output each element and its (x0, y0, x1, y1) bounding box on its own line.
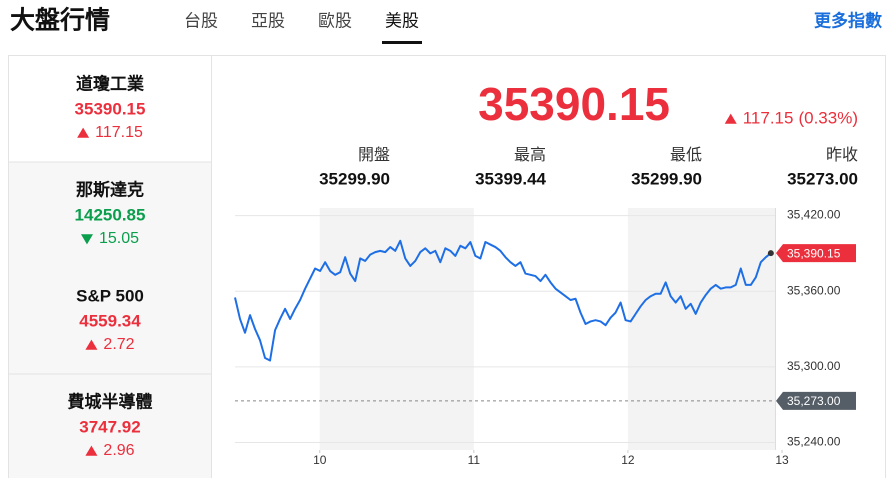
arrow-up (724, 113, 737, 124)
last-value-label-box (776, 244, 856, 263)
index-item[interactable] (9, 374, 211, 478)
y-tick-label: 35,420.00 (787, 208, 841, 222)
shaded-band (319, 208, 474, 450)
tab[interactable]: 亞股 (251, 11, 285, 30)
quote: 35390.15 (0.33%)117.15 開盤 35299.90 最高 35399.4… (319, 78, 858, 188)
stat-label: 最低 (670, 146, 702, 164)
arrow-down (80, 234, 93, 245)
chart: 35,240.00 35,300.00 35,360.00 35,420.00 10 11… (234, 208, 856, 467)
panel (8, 55, 886, 478)
price-line (234, 239, 772, 362)
shaded-band (627, 208, 775, 450)
y-tick-label: 35,300.00 (787, 359, 841, 373)
stat-value: 35299.90 (631, 169, 702, 188)
more-link[interactable]: 更多指數 (814, 10, 882, 30)
index-name: 費城半導體 (68, 391, 153, 411)
x-tick-label: 10 (313, 453, 327, 467)
y-tick-label: 35,240.00 (787, 435, 841, 449)
index-item[interactable] (9, 56, 211, 162)
arrow-up (77, 127, 90, 138)
arrow-up (85, 445, 98, 456)
tab[interactable]: 歐股 (318, 11, 352, 30)
index-change: 2.72 (103, 336, 134, 353)
price: 35390.15 (478, 78, 670, 130)
tabs: 台股 亞股 歐股 美股 (184, 11, 422, 44)
index-name: 那斯達克 (76, 179, 144, 199)
stat-value: 35299.90 (319, 169, 390, 188)
stat-label: 昨收 (826, 146, 858, 164)
y-tick-label: 35,360.00 (787, 283, 841, 297)
change-pct: (0.33%) (798, 108, 858, 127)
index-value: 3747.92 (79, 417, 140, 436)
tab[interactable]: 美股 (385, 11, 419, 30)
last-point (767, 250, 774, 257)
tab-underline (382, 41, 422, 44)
last-value-label: 35,390.15 (787, 246, 841, 260)
index-name: 道瓊工業 (76, 73, 144, 93)
index-name: S&P 500 (76, 286, 144, 305)
tab[interactable]: 台股 (184, 11, 218, 30)
index-value: 14250.85 (75, 205, 146, 224)
index-list: 道瓊工業 35390.15 117.15 那斯達克 14250.85 15.05 S&P 5… (9, 56, 212, 478)
index-change: 117.15 (95, 124, 143, 141)
stat-label: 最高 (514, 146, 546, 164)
change: 117.15 (743, 108, 794, 127)
reference-label-box (776, 391, 856, 410)
index-change: 2.96 (103, 442, 134, 459)
reference-label: 35,273.00 (787, 394, 841, 408)
index-change: 15.05 (99, 230, 139, 247)
index-value: 4559.34 (79, 311, 141, 330)
stat-label: 開盤 (358, 146, 390, 164)
stat-value: 35399.44 (475, 169, 546, 188)
x-tick-label: 11 (468, 453, 481, 467)
index-value: 35390.15 (75, 99, 146, 118)
x-tick-label: 13 (775, 453, 789, 467)
page-title: 大盤行情 (10, 7, 110, 35)
x-tick-label: 12 (621, 453, 635, 467)
index-item[interactable] (9, 162, 211, 268)
index-item[interactable] (9, 268, 211, 374)
stat-value: 35273.00 (787, 169, 858, 188)
arrow-up (85, 339, 98, 350)
